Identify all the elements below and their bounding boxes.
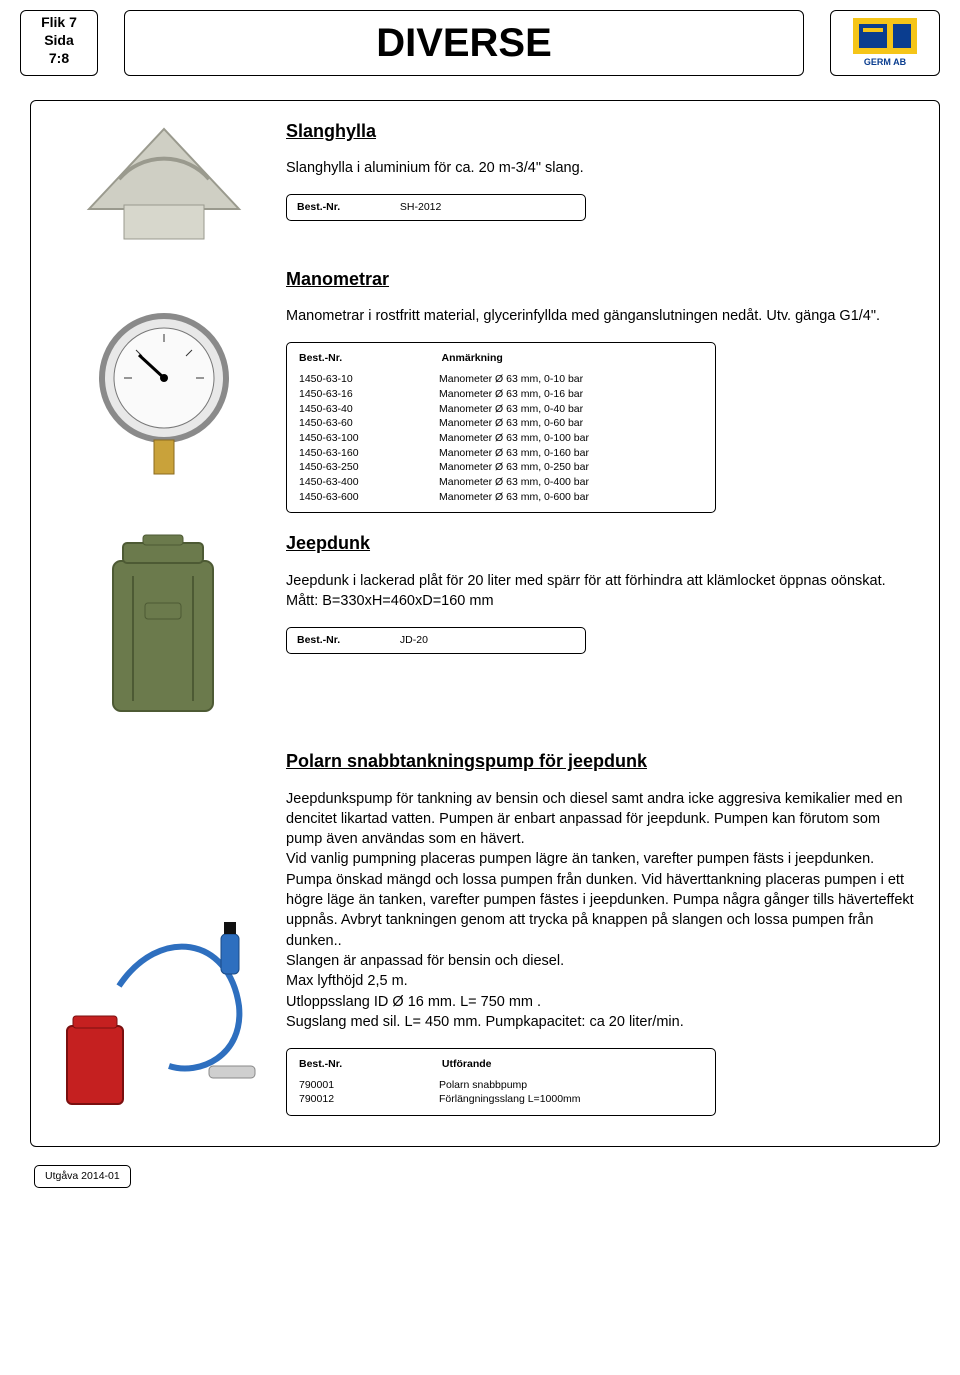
table-cell-txt: Manometer Ø 63 mm, 0-600 bar — [439, 490, 703, 505]
brand-logo: GERM AB — [830, 10, 940, 76]
section-jeepdunk: Jeepdunk Jeepdunk i lackerad plåt för 20… — [51, 531, 919, 731]
col-bestnr: Best.-Nr. — [299, 1057, 439, 1072]
table-cell-nr: 1450-63-600 — [299, 490, 439, 505]
jeepdunk-heading: Jeepdunk — [286, 531, 919, 556]
page-title-box: DIVERSE — [124, 10, 804, 76]
jeepdunk-order-box: Best.-Nr. JD-20 — [286, 627, 586, 654]
brand-name: GERM AB — [864, 56, 906, 69]
sida-label: Sida — [21, 31, 97, 49]
table-cell-txt: Manometer Ø 63 mm, 0-16 bar — [439, 387, 703, 402]
edition-box: Utgåva 2014-01 — [34, 1165, 131, 1188]
jerrycan-icon — [89, 531, 239, 731]
sida-value: 7:8 — [21, 49, 97, 67]
table-cell-txt: Manometer Ø 63 mm, 0-400 bar — [439, 475, 703, 490]
table-cell-txt: Manometer Ø 63 mm, 0-60 bar — [439, 416, 703, 431]
manometer-image — [51, 267, 276, 513]
jeepdunk-desc: Jeepdunk i lackerad plåt för 20 liter me… — [286, 571, 919, 612]
polarn-heading: Polarn snabbtankningspump för jeepdunk — [286, 749, 919, 774]
germ-logo-icon — [853, 18, 917, 54]
col-bestnr: Best.-Nr. — [299, 351, 439, 366]
table-cell-nr: 1450-63-60 — [299, 416, 439, 431]
polarn-table: Best.-Nr. Utförande 790001790012Polarn s… — [286, 1048, 716, 1116]
table-cell-nr: 790012 — [299, 1092, 439, 1107]
flik-label: Flik 7 — [21, 13, 97, 31]
hose-rack-icon — [69, 119, 259, 249]
table-cell-txt: Manometer Ø 63 mm, 0-40 bar — [439, 402, 703, 417]
table-cell-txt: Manometer Ø 63 mm, 0-250 bar — [439, 460, 703, 475]
table-cell-txt: Polarn snabbpump — [439, 1078, 703, 1093]
col-anmarkning: Anmärkning — [442, 352, 503, 364]
bestnr-value: JD-20 — [400, 634, 428, 646]
slanghylla-desc: Slanghylla i aluminium för ca. 20 m-3/4"… — [286, 158, 919, 178]
section-polarn: Polarn snabbtankningspump för jeepdunk J… — [51, 749, 919, 1116]
slanghylla-order-box: Best.-Nr. SH-2012 — [286, 194, 586, 221]
jeepdunk-image — [51, 531, 276, 731]
table-cell-txt: Förlängningsslang L=1000mm — [439, 1092, 703, 1107]
page-header: Flik 7 Sida 7:8 DIVERSE GERM AB — [20, 10, 940, 80]
page-title: DIVERSE — [376, 15, 552, 71]
bestnr-value: SH-2012 — [400, 201, 441, 213]
main-content: Slanghylla Slanghylla i aluminium för ca… — [30, 100, 940, 1147]
table-cell-txt: Manometer Ø 63 mm, 0-160 bar — [439, 446, 703, 461]
gauge-icon — [84, 300, 244, 480]
section-manometrar: Manometrar Manometrar i rostfritt materi… — [51, 267, 919, 513]
manometrar-desc: Manometrar i rostfritt material, glyceri… — [286, 306, 919, 326]
table-cell-txt: Manometer Ø 63 mm, 0-100 bar — [439, 431, 703, 446]
table-cell-nr: 1450-63-16 — [299, 387, 439, 402]
col-utforande: Utförande — [442, 1058, 492, 1070]
section-slanghylla: Slanghylla Slanghylla i aluminium för ca… — [51, 119, 919, 249]
table-cell-nr: 1450-63-100 — [299, 431, 439, 446]
edition-text: Utgåva 2014-01 — [45, 1170, 120, 1182]
manometrar-heading: Manometrar — [286, 267, 919, 292]
table-cell-nr: 1450-63-400 — [299, 475, 439, 490]
pump-image — [51, 749, 276, 1116]
table-cell-nr: 790001 — [299, 1078, 439, 1093]
table-cell-nr: 1450-63-10 — [299, 372, 439, 387]
manometrar-table: Best.-Nr. Anmärkning 1450-63-101450-63-1… — [286, 342, 716, 513]
bestnr-label: Best.-Nr. — [297, 633, 397, 648]
table-cell-nr: 1450-63-40 — [299, 402, 439, 417]
polarn-desc: Jeepdunkspump för tankning av bensin och… — [286, 789, 919, 1033]
slanghylla-image — [51, 119, 276, 249]
slanghylla-heading: Slanghylla — [286, 119, 919, 144]
pump-icon — [59, 916, 269, 1116]
table-cell-nr: 1450-63-250 — [299, 460, 439, 475]
table-cell-txt: Manometer Ø 63 mm, 0-10 bar — [439, 372, 703, 387]
table-cell-nr: 1450-63-160 — [299, 446, 439, 461]
tab-indicator: Flik 7 Sida 7:8 — [20, 10, 98, 76]
bestnr-label: Best.-Nr. — [297, 200, 397, 215]
